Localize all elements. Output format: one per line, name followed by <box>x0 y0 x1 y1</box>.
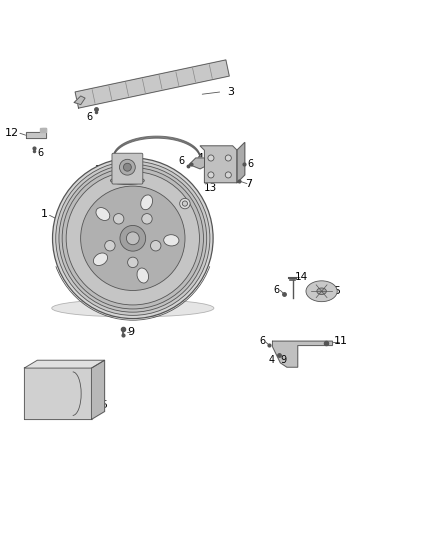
Text: 6: 6 <box>38 148 44 158</box>
Ellipse shape <box>93 253 108 265</box>
Circle shape <box>151 240 161 251</box>
Text: 6: 6 <box>86 112 92 122</box>
FancyBboxPatch shape <box>112 153 143 184</box>
Text: 12: 12 <box>5 128 19 138</box>
Text: 9: 9 <box>127 327 134 337</box>
Polygon shape <box>237 142 245 183</box>
Text: 11: 11 <box>334 336 348 346</box>
Circle shape <box>225 155 231 161</box>
Polygon shape <box>25 368 92 419</box>
Circle shape <box>182 201 187 206</box>
Polygon shape <box>272 341 332 367</box>
Text: 8: 8 <box>94 195 101 205</box>
Circle shape <box>127 232 139 245</box>
Circle shape <box>59 164 207 312</box>
Polygon shape <box>40 127 46 132</box>
Circle shape <box>120 225 146 251</box>
Polygon shape <box>75 60 229 108</box>
Ellipse shape <box>96 207 110 221</box>
Circle shape <box>53 158 213 319</box>
Text: 9: 9 <box>281 355 287 365</box>
Ellipse shape <box>317 288 326 295</box>
Text: 6: 6 <box>273 285 279 295</box>
Ellipse shape <box>137 268 148 283</box>
Circle shape <box>113 214 124 224</box>
Text: 6: 6 <box>248 159 254 169</box>
Circle shape <box>56 161 210 316</box>
Polygon shape <box>189 158 205 169</box>
Text: 4: 4 <box>197 153 204 163</box>
Text: 6: 6 <box>132 183 138 193</box>
Text: 10: 10 <box>161 199 174 209</box>
Ellipse shape <box>110 176 144 184</box>
Circle shape <box>208 155 214 161</box>
Circle shape <box>225 172 231 178</box>
Text: 3: 3 <box>227 86 234 96</box>
Circle shape <box>120 159 135 175</box>
Text: 1: 1 <box>40 209 47 220</box>
Circle shape <box>180 198 190 209</box>
Text: 6: 6 <box>178 156 184 166</box>
Ellipse shape <box>306 281 337 302</box>
Circle shape <box>208 172 214 178</box>
Text: 13: 13 <box>203 183 217 193</box>
Text: 5: 5 <box>333 286 340 296</box>
Ellipse shape <box>164 235 179 246</box>
Polygon shape <box>26 127 46 139</box>
Polygon shape <box>25 360 105 368</box>
Polygon shape <box>200 146 237 183</box>
Text: 14: 14 <box>295 272 308 282</box>
Circle shape <box>142 214 152 224</box>
Text: 7: 7 <box>245 179 252 189</box>
Text: 6: 6 <box>259 336 265 346</box>
Ellipse shape <box>52 300 214 317</box>
Circle shape <box>62 168 204 309</box>
Circle shape <box>127 257 138 268</box>
Circle shape <box>105 240 115 251</box>
Ellipse shape <box>117 197 133 203</box>
Polygon shape <box>92 360 105 419</box>
Circle shape <box>124 163 131 171</box>
Ellipse shape <box>108 193 142 206</box>
Ellipse shape <box>141 195 152 209</box>
Text: 4: 4 <box>268 355 275 365</box>
Circle shape <box>81 186 185 290</box>
Text: 15: 15 <box>95 400 109 409</box>
Circle shape <box>66 172 199 305</box>
Text: 2: 2 <box>94 165 101 175</box>
Polygon shape <box>74 96 85 104</box>
